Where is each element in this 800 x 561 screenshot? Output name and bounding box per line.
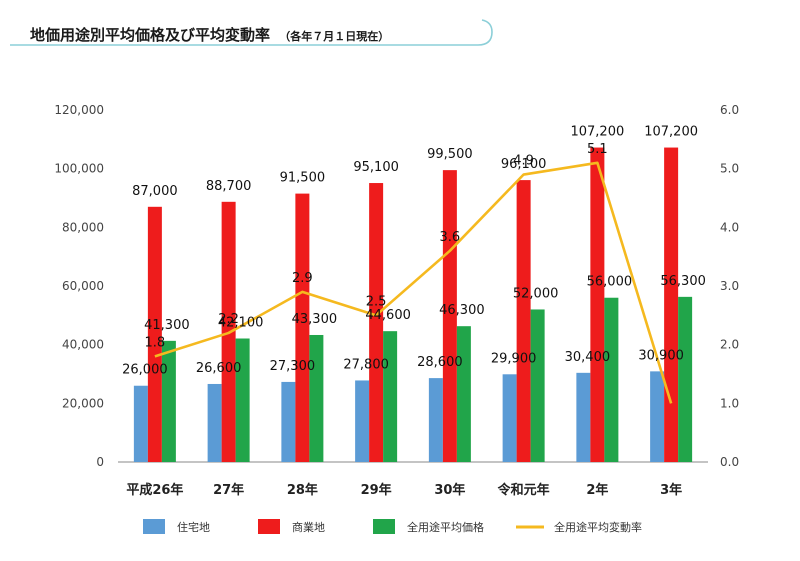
- y-right-tick-label: 0.0: [720, 455, 739, 469]
- bar-value-label: 26,600: [196, 361, 242, 376]
- y-left-tick-label: 100,000: [54, 162, 104, 176]
- legend-residential: 住宅地: [143, 519, 210, 534]
- rate-value-label: 4.9: [513, 154, 534, 169]
- bar-value-label: 95,100: [353, 160, 399, 175]
- bar-value-label: 41,300: [144, 318, 190, 333]
- x-tick-label: 29年: [361, 482, 392, 498]
- bar-residential: [207, 383, 222, 462]
- rate-value-label: 2.9: [292, 271, 313, 286]
- data-labels: 26,000 26,600 27,300 27,800 28,600 29,900 30,4…: [122, 125, 706, 378]
- bar-value-label: 87,000: [132, 184, 178, 199]
- legend-change-rate: 全用途平均変動率: [516, 520, 642, 534]
- bar-commercial: [442, 170, 457, 462]
- rate-value-label: 1.8: [145, 335, 166, 350]
- y-right-tick-label: 5.0: [720, 162, 739, 176]
- rate-value-label: 2.2: [218, 312, 239, 327]
- y-left-tick-label: 0: [96, 455, 104, 469]
- bar-value-label: 46,300: [439, 303, 485, 318]
- title-banner: 地価用途別平均価格及び平均変動率 （各年７月１日現在）: [10, 19, 493, 46]
- legend-all-avg-price: 全用途平均価格: [373, 519, 484, 534]
- bar-residential: [576, 372, 591, 462]
- bar-value-label: 107,200: [644, 125, 698, 140]
- y-left-tick-label: 60,000: [62, 279, 104, 293]
- legend-label: 商業地: [292, 520, 325, 534]
- svg-text:地価用途別平均価格及び平均変動率 （各年７月１日: 地価用途別平均価格及び平均変動率 （各年７月１日現在）: [30, 26, 389, 44]
- bar-commercial: [664, 147, 679, 462]
- y-right-tick-label: 4.0: [720, 220, 739, 234]
- bar-value-label: 30,400: [565, 350, 611, 365]
- rate-value-label: 5.1: [587, 142, 608, 157]
- bar-all-avg-price: [309, 334, 324, 462]
- bar-commercial: [295, 193, 310, 462]
- bar-value-label: 56,300: [660, 274, 706, 289]
- bar-value-label: 44,600: [365, 308, 411, 323]
- legend-label: 全用途平均価格: [407, 520, 484, 534]
- bar-value-label: 29,900: [491, 351, 537, 366]
- legend-commercial: 商業地: [258, 519, 325, 534]
- y-left-tick-label: 120,000: [54, 103, 104, 117]
- bar-commercial: [516, 180, 531, 462]
- legend-label: 住宅地: [177, 520, 210, 534]
- bar-value-label: 88,700: [206, 179, 252, 194]
- bar-value-label: 26,000: [122, 363, 168, 378]
- bar-all-avg-price: [161, 340, 176, 462]
- y-left-tick-label: 40,000: [62, 338, 104, 352]
- y-right-tick-label: 1.0: [720, 396, 739, 410]
- y-right-tick-label: 6.0: [720, 103, 739, 117]
- bar-commercial: [147, 206, 162, 462]
- bar-residential: [355, 380, 370, 462]
- bar-all-avg-price: [383, 331, 398, 462]
- y-right-tick-label: 3.0: [720, 279, 739, 293]
- x-tick-label: 28年: [287, 482, 318, 498]
- bar-value-label: 91,500: [280, 171, 326, 186]
- bars: [133, 147, 693, 463]
- y-left-tick-label: 80,000: [62, 220, 104, 234]
- bar-value-label: 42,100: [218, 316, 264, 331]
- axes: 0 20,000 40,000 60,000 80,000 100,000 120,000 0…: [54, 103, 739, 498]
- y-right-tick-label: 2.0: [720, 338, 739, 352]
- title-underline: [10, 19, 493, 46]
- x-tick-label: 30年: [434, 482, 465, 498]
- bar-value-label: 43,300: [292, 312, 338, 327]
- change-rate-line: [154, 161, 673, 404]
- bar-value-label: 96,100: [501, 157, 547, 172]
- legend-swatch: [258, 519, 280, 534]
- bar-residential: [502, 374, 517, 462]
- x-tick-label: 2年: [586, 482, 608, 498]
- bar-commercial: [369, 183, 384, 463]
- x-tick-label: 令和元年: [498, 482, 550, 498]
- x-tick-label: 3年: [660, 482, 682, 498]
- bar-residential: [428, 378, 443, 462]
- bar-all-avg-price: [456, 326, 471, 462]
- bar-all-avg-price: [530, 309, 545, 462]
- bar-all-avg-price: [235, 338, 250, 462]
- x-tick-label: 27年: [213, 482, 244, 498]
- chart-subtitle: （各年７月１日現在）: [279, 29, 389, 43]
- legend: 住宅地 商業地 全用途平均価格 全用途平均変動率: [143, 519, 642, 534]
- bar-value-label: 56,000: [587, 275, 633, 290]
- bar-residential: [133, 385, 148, 462]
- x-tick-label: 平成26年: [126, 482, 183, 498]
- bar-value-label: 107,200: [570, 125, 624, 140]
- bar-all-avg-price: [678, 296, 693, 462]
- bar-value-label: 27,300: [270, 359, 316, 374]
- legend-swatch: [143, 519, 165, 534]
- bar-value-label: 99,500: [427, 147, 473, 162]
- bar-residential: [650, 371, 665, 462]
- rate-value-label: 3.6: [440, 230, 461, 245]
- bar-commercial: [590, 147, 605, 462]
- change-rate-polyline: [154, 161, 673, 404]
- bar-all-avg-price: [604, 297, 619, 462]
- y-left-tick-label: 20,000: [62, 396, 104, 410]
- bar-value-label: 30,900: [638, 348, 684, 363]
- legend-label: 全用途平均変動率: [554, 520, 642, 534]
- bar-residential: [281, 381, 296, 462]
- chart-title: 地価用途別平均価格及び平均変動率: [30, 26, 270, 44]
- legend-swatch: [373, 519, 395, 534]
- bar-value-label: 27,800: [343, 357, 389, 372]
- bar-value-label: 52,000: [513, 286, 559, 301]
- bar-value-label: 28,600: [417, 355, 463, 370]
- rate-value-label: 2.5: [366, 294, 387, 309]
